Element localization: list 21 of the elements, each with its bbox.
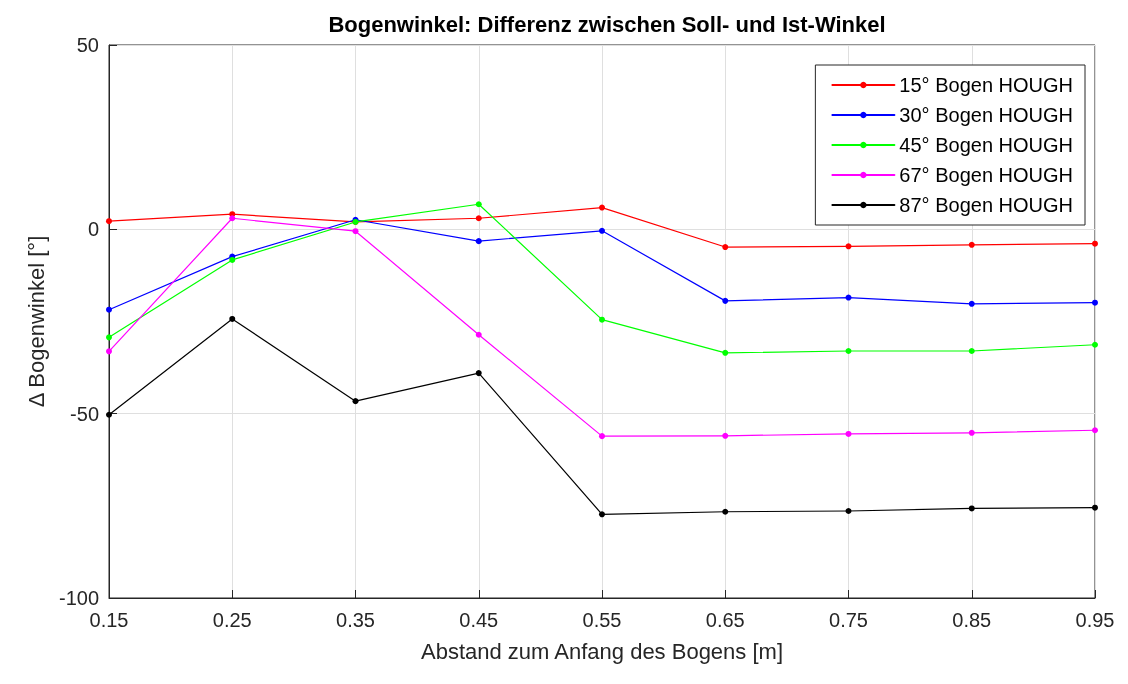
legend-label: 15° Bogen HOUGH (899, 74, 1074, 96)
x-tick-label: 0.25 (212, 609, 252, 631)
legend-label: 67° Bogen HOUGH (899, 164, 1074, 186)
y-tick-label: 0 (87, 218, 99, 241)
y-tick-label: -50 (70, 402, 99, 425)
legend-label: 45° Bogen HOUGH (899, 134, 1074, 156)
x-tick-label: 0.95 (1075, 609, 1115, 631)
x-tick-label: 0.65 (705, 609, 745, 631)
y-axis-title: Δ Bogenwinkel [°] (23, 235, 49, 408)
y-tick-label: 50 (76, 34, 99, 56)
x-axis-title: Abstand zum Anfang des Bogens [m] (420, 638, 784, 664)
x-tick-label: 0.85 (952, 609, 992, 631)
chart-title: Bogenwinkel: Differenz zwischen Soll- und Ist-Winkel (328, 11, 886, 37)
legend-label: 87° Bogen HOUGH (899, 194, 1074, 216)
x-tick-label: 0.55 (582, 609, 622, 631)
x-tick-label: 0.35 (336, 609, 375, 631)
x-tick-label: 0.45 (459, 609, 499, 631)
x-tick-label: 0.15 (89, 609, 129, 631)
legend-label: 30° Bogen HOUGH (899, 104, 1074, 126)
y-tick-label: -100 (58, 587, 99, 609)
x-tick-label: 0.75 (829, 609, 868, 631)
